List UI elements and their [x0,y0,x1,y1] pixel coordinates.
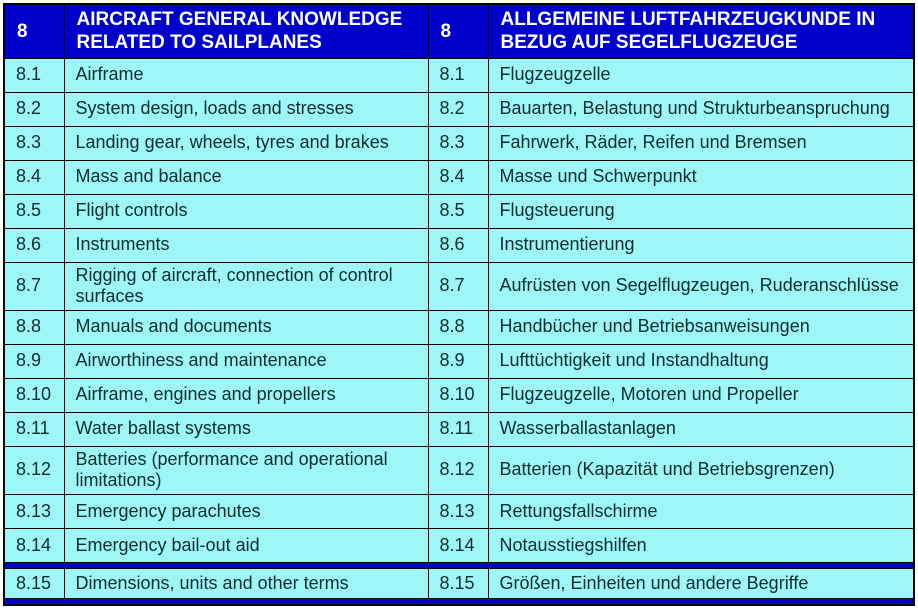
topic-en: Mass and balance [63,159,429,195]
table-row: 8.2 System design, loads and stresses 8.… [3,91,915,127]
table-row: 8.12 Batteries (performance and operatio… [3,445,915,495]
topic-de: Instrumentierung [487,227,915,263]
row-number-en: 8.13 [3,493,65,529]
table-row: 8.10 Airframe, engines and propellers 8.… [3,377,915,413]
topic-en: Manuals and documents [63,309,429,345]
row-number-en: 8.15 [3,567,65,599]
table-row: 8.7 Rigging of aircraft, connection of c… [3,261,915,311]
row-number-de: 8.3 [427,125,489,161]
row-number-en: 8.14 [3,527,65,563]
row-number-de: 8.2 [427,91,489,127]
topic-en: Emergency parachutes [63,493,429,529]
topic-en: Emergency bail-out aid [63,527,429,563]
row-number-en: 8.10 [3,377,65,413]
topic-en: Airframe, engines and propellers [63,377,429,413]
row-number-en: 8.2 [3,91,65,127]
row-number-de: 8.11 [427,411,489,447]
row-number-de: 8.10 [427,377,489,413]
row-number-en: 8.11 [3,411,65,447]
topic-de: Bauarten, Belastung und Strukturbeanspru… [487,91,915,127]
topic-de: Lufttüchtigkeit und Instandhaltung [487,343,915,379]
row-number-de: 8.13 [427,493,489,529]
header-chapter-number-de: 8 [427,3,489,59]
topic-en: System design, loads and stresses [63,91,429,127]
topic-de: Flugzeugzelle, Motoren und Propeller [487,377,915,413]
topic-de: Aufrüsten von Segelflugzeugen, Ruderansc… [487,261,915,311]
row-number-de: 8.15 [427,567,489,599]
row-number-en: 8.3 [3,125,65,161]
topic-de: Fahrwerk, Räder, Reifen und Bremsen [487,125,915,161]
row-number-de: 8.14 [427,527,489,563]
row-number-de: 8.9 [427,343,489,379]
row-number-de: 8.5 [427,193,489,229]
table-row: 8.9 Airworthiness and maintenance 8.9 Lu… [3,343,915,379]
topic-de: Flugsteuerung [487,193,915,229]
table-row: 8.15 Dimensions, units and other terms 8… [3,567,915,599]
topic-en: Instruments [63,227,429,263]
row-number-en: 8.8 [3,309,65,345]
table-row: 8.1 Airframe 8.1 Flugzeugzelle [3,57,915,93]
header-chapter-number-en: 8 [3,3,65,59]
topic-en: Batteries (performance and operational l… [63,445,429,495]
row-number-en: 8.7 [3,261,65,311]
row-number-en: 8.9 [3,343,65,379]
row-number-de: 8.4 [427,159,489,195]
header-title-en: AIRCRAFT GENERAL KNOWLEDGE RELATED TO SA… [63,3,429,59]
table-row: 8.5 Flight controls 8.5 Flugsteuerung [3,193,915,229]
row-number-en: 8.1 [3,57,65,93]
table-row: 8.3 Landing gear, wheels, tyres and brak… [3,125,915,161]
row-number-en: 8.5 [3,193,65,229]
topic-de: Notausstiegshilfen [487,527,915,563]
bottom-blue-band [4,597,914,606]
topic-de: Flugzeugzelle [487,57,915,93]
table-row: 8.8 Manuals and documents 8.8 Handbücher… [3,309,915,345]
row-number-en: 8.6 [3,227,65,263]
topic-en: Airframe [63,57,429,93]
table-row: 8.11 Water ballast systems 8.11 Wasserba… [3,411,915,447]
row-number-en: 8.12 [3,445,65,495]
topic-de: Rettungsfallschirme [487,493,915,529]
header-title-de: ALLGEMEINE LUFTFAHRZEUGKUNDE IN BEZUG AU… [487,3,915,59]
row-number-de: 8.6 [427,227,489,263]
topic-en: Rigging of aircraft, connection of contr… [63,261,429,311]
table-row: 8.14 Emergency bail-out aid 8.14 Notauss… [3,527,915,563]
table-row: 8.13 Emergency parachutes 8.13 Rettungsf… [3,493,915,529]
topic-en: Airworthiness and maintenance [63,343,429,379]
topic-de: Masse und Schwerpunkt [487,159,915,195]
topic-en: Landing gear, wheels, tyres and brakes [63,125,429,161]
topic-de: Batterien (Kapazität und Betriebsgrenzen… [487,445,915,495]
row-number-en: 8.4 [3,159,65,195]
table-header-row: 8 AIRCRAFT GENERAL KNOWLEDGE RELATED TO … [3,3,915,59]
topic-de: Wasserballastanlagen [487,411,915,447]
topic-en: Water ballast systems [63,411,429,447]
syllabus-table: 8 AIRCRAFT GENERAL KNOWLEDGE RELATED TO … [3,3,915,607]
row-number-de: 8.7 [427,261,489,311]
next-section-header-partial [4,597,914,606]
row-number-de: 8.8 [427,309,489,345]
topic-de: Größen, Einheiten und andere Begriffe [487,567,915,599]
table-row: 8.6 Instruments 8.6 Instrumentierung [3,227,915,263]
row-number-de: 8.1 [427,57,489,93]
topic-de: Handbücher und Betriebsanweisungen [487,309,915,345]
topic-en: Dimensions, units and other terms [63,567,429,599]
row-number-de: 8.12 [427,445,489,495]
topic-en: Flight controls [63,193,429,229]
table-row: 8.4 Mass and balance 8.4 Masse und Schwe… [3,159,915,195]
